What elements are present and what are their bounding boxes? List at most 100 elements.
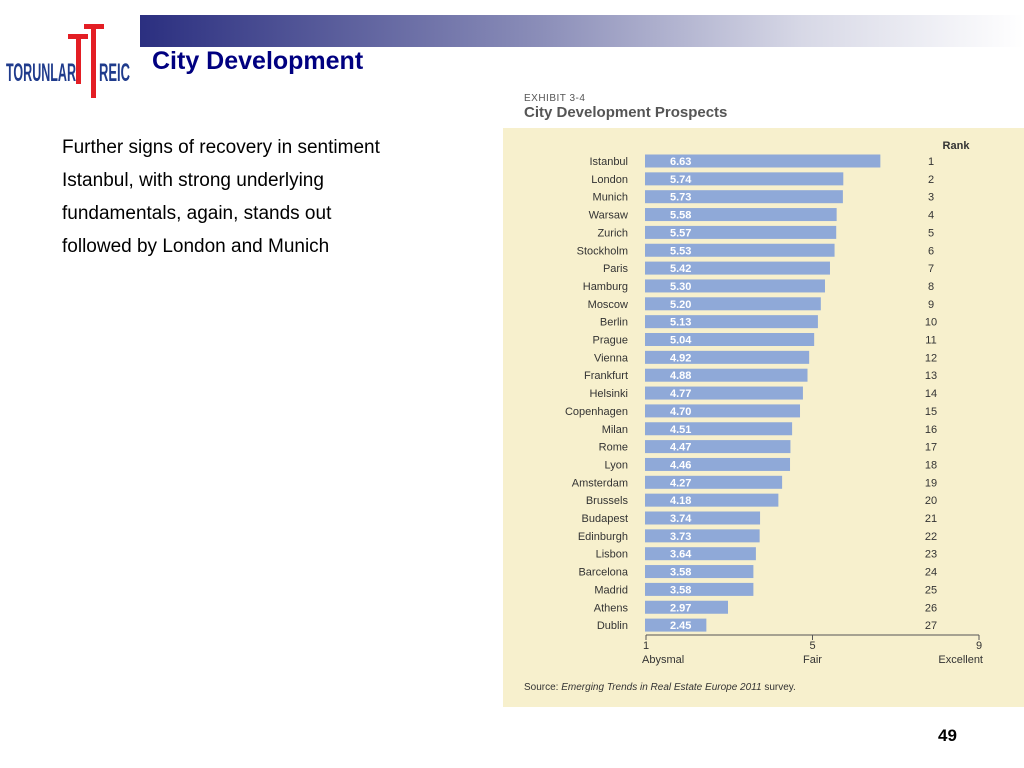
rank-value: 11 (925, 335, 936, 347)
rank-value: 16 (925, 424, 937, 436)
logo-text-right: REIC (99, 58, 130, 87)
category-label: Athens (594, 602, 629, 614)
logo-mark-left-bar (68, 34, 88, 39)
value-label: 4.88 (670, 370, 691, 382)
bar (645, 368, 808, 382)
source-suffix: survey. (762, 682, 796, 693)
source-title: Emerging Trends in Real Estate Europe 20… (561, 682, 761, 693)
rank-value: 2 (928, 174, 934, 186)
body-text: Further signs of recovery in sentiment I… (62, 131, 482, 263)
bar (645, 600, 729, 614)
rank-value: 15 (925, 406, 937, 418)
x-scale-label: Fair (803, 654, 822, 666)
bar (645, 547, 756, 561)
bar (645, 350, 810, 364)
bar (645, 493, 779, 507)
value-label: 5.13 (670, 317, 691, 329)
value-label: 5.74 (670, 174, 692, 186)
value-label: 3.64 (670, 549, 692, 561)
bar (645, 225, 837, 239)
category-label: Moscow (588, 299, 628, 311)
value-label: 4.27 (670, 477, 691, 489)
category-label: Lyon (605, 459, 628, 471)
bar (645, 315, 818, 329)
rank-value: 4 (928, 210, 934, 222)
rank-value: 6 (928, 245, 934, 257)
category-label: Brussels (586, 495, 629, 507)
bar (645, 333, 815, 346)
bar (645, 582, 754, 596)
value-label: 5.04 (670, 335, 692, 347)
category-label: Stockholm (577, 245, 628, 257)
value-label: 3.73 (670, 531, 691, 543)
category-label: Edinburgh (578, 531, 628, 543)
rank-value: 9 (928, 299, 934, 311)
category-label: Warsaw (589, 210, 628, 222)
value-label: 5.20 (670, 299, 691, 311)
chart-area: Rank Istanbul 6.63 1 London 5.74 2 Munich 5.73 3 W… (503, 128, 1024, 707)
value-label: 4.46 (670, 459, 691, 471)
source-prefix: Source: (524, 682, 561, 693)
value-label: 2.97 (670, 602, 691, 614)
rank-value: 17 (925, 442, 937, 454)
category-label: Milan (602, 424, 628, 436)
bar (645, 565, 754, 579)
category-label: Paris (603, 263, 629, 275)
bar (645, 297, 821, 311)
bar (645, 404, 801, 418)
value-label: 4.51 (670, 424, 691, 436)
value-label: 5.42 (670, 263, 691, 275)
value-label: 3.58 (670, 567, 691, 579)
bar (645, 386, 803, 400)
value-label: 5.30 (670, 281, 691, 293)
category-label: Barcelona (578, 567, 628, 579)
x-tick-label: 9 (976, 640, 982, 652)
rank-value: 13 (925, 370, 937, 382)
bar (645, 457, 791, 471)
rank-value: 26 (925, 602, 937, 614)
source-note: Source: Emerging Trends in Real Estate E… (524, 682, 796, 693)
x-tick-label: 1 (643, 640, 649, 652)
rank-value: 5 (928, 227, 934, 239)
category-label: Zurich (597, 227, 628, 239)
bar (645, 154, 881, 168)
rank-value: 14 (925, 388, 937, 400)
rank-value: 1 (928, 156, 934, 168)
rank-value: 23 (925, 549, 937, 561)
value-label: 2.45 (670, 620, 691, 632)
rank-value: 3 (928, 192, 934, 204)
body-line: fundamentals, again, stands out (62, 203, 332, 224)
value-label: 4.70 (670, 406, 691, 418)
category-label: Helsinki (589, 388, 628, 400)
bar (645, 190, 843, 204)
body-line: followed by London and Munich (62, 236, 330, 257)
body-line: Further signs of recovery in sentiment (62, 137, 380, 158)
rank-value: 25 (925, 584, 937, 596)
value-label: 3.58 (670, 584, 691, 596)
category-label: Prague (593, 335, 628, 347)
x-scale-label: Abysmal (642, 654, 684, 666)
x-scale-label: Excellent (938, 654, 983, 666)
bar (645, 618, 707, 632)
rank-value: 19 (925, 477, 937, 489)
logo-mark-right-bar (84, 24, 104, 29)
category-label: Munich (593, 192, 628, 204)
bar (645, 261, 830, 275)
company-logo: TORUNLAR REIC (6, 22, 132, 100)
bar (645, 422, 793, 436)
category-label: Frankfurt (584, 370, 628, 382)
value-label: 5.53 (670, 245, 691, 257)
category-label: London (591, 174, 628, 186)
bar (645, 511, 761, 525)
bar (645, 172, 844, 186)
logo-mark-left-stem (76, 34, 81, 84)
rank-value: 24 (925, 567, 937, 579)
rank-value: 7 (928, 263, 934, 275)
bar (645, 529, 760, 543)
category-label: Vienna (594, 352, 629, 364)
logo-mark-right-stem (91, 24, 96, 98)
bar (645, 279, 825, 293)
rank-header: Rank (943, 140, 971, 152)
category-label: Madrid (594, 584, 628, 596)
bar (645, 208, 837, 222)
